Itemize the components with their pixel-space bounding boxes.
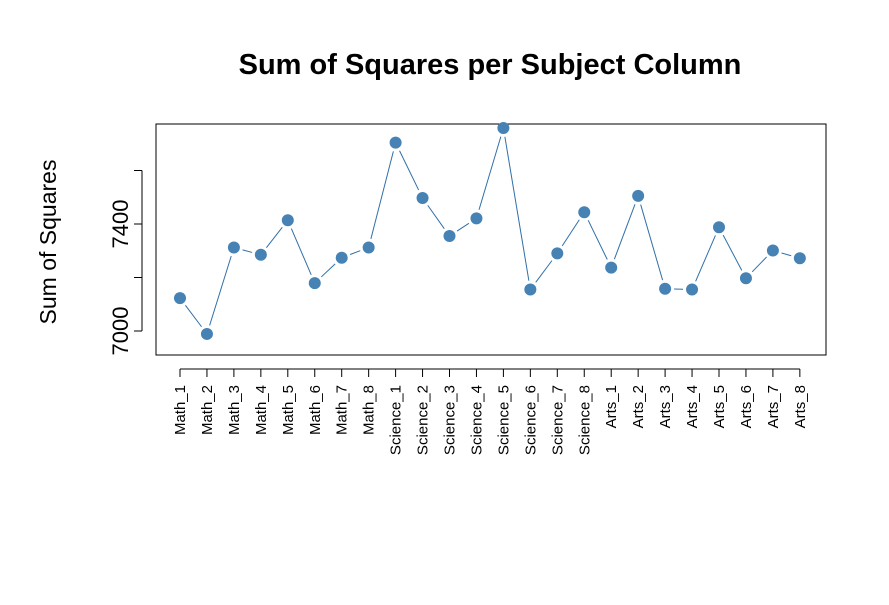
series-line-segment xyxy=(504,136,530,281)
series-line-segment xyxy=(535,260,553,283)
x-tick-label: Arts_6 xyxy=(738,385,755,428)
data-point xyxy=(686,283,699,296)
series-line-segment xyxy=(349,250,361,255)
data-point xyxy=(497,121,510,134)
x-axis: Math_1 Math_2 Math_3 Math_4 Math_5 Math_6 Math… xyxy=(172,368,809,455)
series-line-segment xyxy=(722,234,743,271)
series-line-segment xyxy=(561,219,580,247)
series-line-segment xyxy=(427,205,445,229)
x-tick-label: Science_2 xyxy=(415,385,432,455)
series-line-segment xyxy=(587,220,608,260)
y-tick-label: 7000 xyxy=(108,307,133,356)
x-tick-label: Arts_7 xyxy=(765,385,782,428)
x-tick-label: Arts_5 xyxy=(711,385,728,428)
series-line-segment xyxy=(613,204,636,260)
chart-title: Sum of Squares per Subject Column xyxy=(239,49,742,81)
data-point xyxy=(389,136,402,149)
x-tick-label: Science_5 xyxy=(495,385,512,455)
data-point xyxy=(739,272,752,285)
data-point xyxy=(632,189,645,202)
series-line-segment xyxy=(320,263,336,278)
data-point xyxy=(335,251,348,264)
series-line-segment xyxy=(478,136,502,210)
x-tick-label: Science_6 xyxy=(522,385,539,455)
data-point xyxy=(578,206,591,219)
data-point xyxy=(254,248,267,261)
series-line-segment xyxy=(640,204,664,281)
x-tick-label: Math_5 xyxy=(280,385,297,435)
data-point xyxy=(605,261,618,274)
data-point xyxy=(766,244,779,257)
data-point xyxy=(524,283,537,296)
data-point xyxy=(470,212,483,225)
series-line-segment xyxy=(290,228,312,276)
series-line-segment xyxy=(209,255,232,326)
series-line-segment xyxy=(751,256,767,273)
x-tick-label: Science_4 xyxy=(468,385,485,455)
x-tick-label: Science_8 xyxy=(576,385,593,455)
series-line-segment xyxy=(399,150,420,191)
x-tick-label: Math_1 xyxy=(172,385,189,435)
series-line-segment xyxy=(185,304,202,328)
data-point xyxy=(713,221,725,234)
x-tick-label: Arts_4 xyxy=(684,385,701,428)
series-line-segment xyxy=(456,222,470,232)
series xyxy=(174,121,806,340)
data-point xyxy=(174,292,186,305)
data-point xyxy=(551,247,564,260)
x-tick-label: Math_4 xyxy=(253,385,270,435)
data-point xyxy=(281,214,294,227)
data-point xyxy=(362,241,375,254)
data-point xyxy=(227,241,240,254)
series-line-segment xyxy=(370,151,394,239)
x-tick-label: Science_3 xyxy=(442,385,459,455)
x-tick-label: Math_7 xyxy=(334,385,351,435)
data-point xyxy=(416,192,429,205)
y-tick-label: 7400 xyxy=(108,200,133,249)
x-tick-label: Math_3 xyxy=(226,385,243,435)
series-line-segment xyxy=(265,227,283,248)
data-point xyxy=(308,277,321,290)
series-line-segment xyxy=(242,249,253,253)
series-line-segment xyxy=(695,235,716,282)
x-tick-label: Math_8 xyxy=(361,385,378,435)
x-tick-label: Science_1 xyxy=(388,385,405,455)
y-axis-label: Sum of Squares xyxy=(35,160,61,325)
x-tick-label: Arts_8 xyxy=(792,385,809,428)
data-point xyxy=(200,327,213,340)
data-point xyxy=(793,252,806,265)
x-tick-label: Math_6 xyxy=(307,385,324,435)
x-tick-label: Arts_2 xyxy=(630,385,647,428)
data-point xyxy=(443,230,456,243)
plot-frame xyxy=(155,123,827,356)
series-line-segment xyxy=(781,252,792,257)
x-tick-label: Math_2 xyxy=(199,385,216,435)
data-point xyxy=(659,282,672,295)
x-tick-label: Arts_3 xyxy=(657,385,674,428)
y-axis: 7000 7400 xyxy=(108,170,143,356)
x-tick-label: Arts_1 xyxy=(603,385,620,428)
x-tick-label: Science_7 xyxy=(549,385,566,455)
